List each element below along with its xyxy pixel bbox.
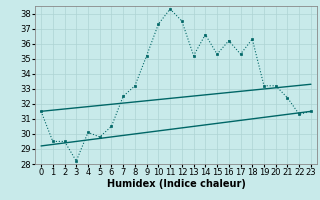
X-axis label: Humidex (Indice chaleur): Humidex (Indice chaleur): [107, 179, 245, 189]
